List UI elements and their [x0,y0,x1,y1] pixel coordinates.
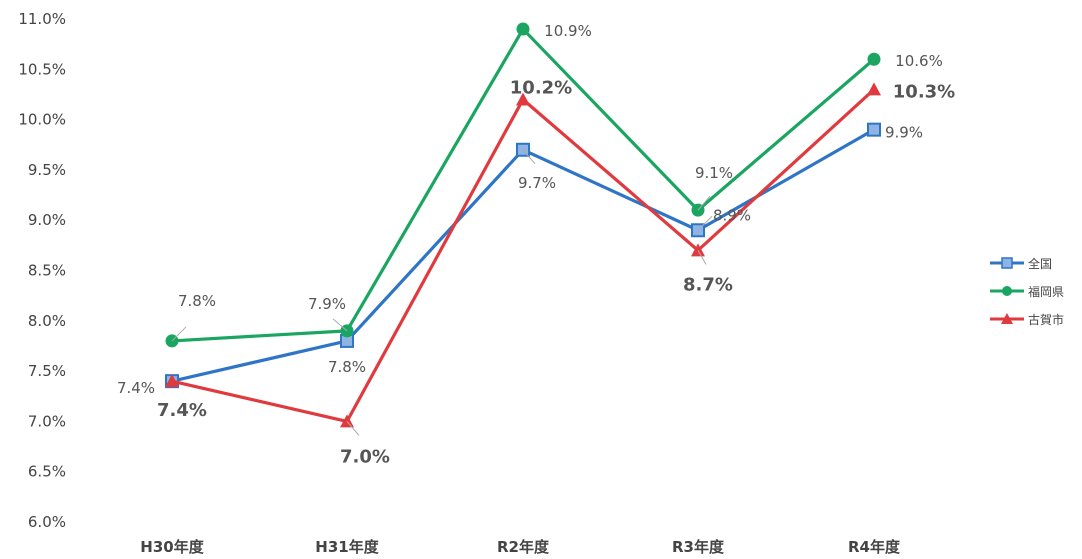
data-label: 9.7% [518,174,556,192]
legend-label: 全国 [1028,256,1052,271]
y-tick-label: 10.0% [18,111,66,129]
x-tick-label: R2年度 [497,538,550,556]
data-label: 10.6% [895,52,943,70]
data-point [691,243,705,257]
data-label: 7.0% [340,446,390,467]
x-tick-label: R3年度 [672,538,725,556]
legend-label: 古賀市 [1028,312,1064,327]
data-point [165,374,179,388]
data-label: 9.1% [695,164,733,182]
label-leader-line [522,149,536,165]
data-label: 8.9% [713,206,751,224]
legend-item: 古賀市 [990,312,1064,327]
series-line [171,88,876,423]
y-tick-label: 7.0% [28,412,66,430]
y-axis: 6.0% 6.5% 7.0% 7.5% 8.0% 8.5% 9.0% 9.5% 10.0% 10.… [18,10,66,531]
x-tick-label: H31年度 [315,538,379,556]
label-leader-line [697,250,707,265]
y-tick-label: 7.5% [28,362,66,380]
y-tick-label: 9.0% [28,211,66,229]
y-tick-label: 11.0% [18,10,66,28]
y-tick-label: 10.5% [18,60,66,78]
data-label: 9.9% [885,124,923,142]
label-leader-line [332,318,348,332]
data-labels: 7.4% 7.8% 9.7% 8.9% 9.9% 7.8% 7.9% 10.9% 9.1% 10.… [117,22,955,467]
triangle-marker-icon [1001,313,1013,324]
data-point [340,414,354,428]
series-0 [165,122,881,389]
data-label: 10.9% [544,22,592,40]
data-label: 7.4% [157,400,207,421]
data-point [516,92,530,106]
legend-label: 福岡県 [1028,284,1064,299]
legend-item: 全国 [990,256,1052,271]
series-2 [165,82,881,428]
y-tick-label: 8.5% [28,262,66,280]
data-point [867,52,881,66]
data-point [867,82,881,96]
x-tick-label: H30年度 [140,538,204,556]
data-label: 10.2% [510,77,572,98]
label-leader-line [346,421,360,436]
y-tick-label: 6.5% [28,463,66,481]
y-tick-label: 6.0% [28,513,66,531]
data-label: 7.9% [308,295,346,313]
legend-item: 福岡県 [990,284,1064,299]
data-point [516,22,530,36]
data-point [691,223,705,238]
data-label: 7.4% [117,379,155,397]
data-label: 7.8% [328,358,366,376]
label-leader-line [701,215,713,227]
x-axis: H30年度 H31年度 R2年度 R3年度 R4年度 [140,538,901,556]
data-label: 8.7% [683,274,733,295]
data-point [867,122,881,137]
y-tick-label: 9.5% [28,161,66,179]
label-leader-line [697,195,711,211]
circle-marker-icon [1002,286,1012,296]
square-marker-icon [1001,257,1013,269]
label-leader-line [171,326,187,342]
x-tick-label: R4年度 [848,538,901,556]
data-label: 7.8% [178,292,216,310]
data-label: 10.3% [893,81,955,102]
series-line [171,128,875,383]
y-tick-label: 8.0% [28,312,66,330]
